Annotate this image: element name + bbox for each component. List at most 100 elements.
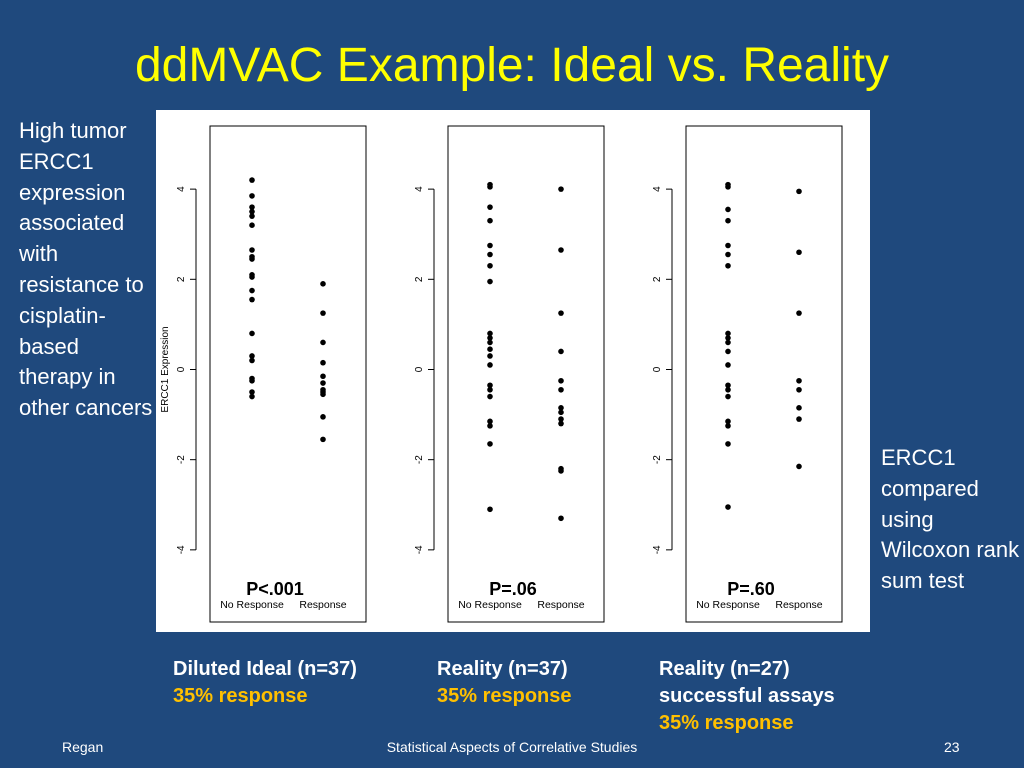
- caption-2: Reality (n=37) 35% response: [437, 656, 572, 710]
- y-tick-label: 2: [414, 276, 425, 282]
- data-point: [725, 242, 731, 249]
- y-tick-label: 0: [414, 366, 425, 372]
- footer-author: Regan: [62, 739, 104, 755]
- y-tick-label: -2: [176, 455, 187, 464]
- data-point: [320, 391, 326, 398]
- data-point: [558, 310, 564, 316]
- data-point: [249, 208, 255, 215]
- data-point: [487, 242, 493, 249]
- data-point: [796, 416, 802, 422]
- data-point: [249, 389, 255, 395]
- data-point: [487, 204, 493, 210]
- data-point: [249, 247, 255, 253]
- data-point: [320, 281, 326, 287]
- x-tick-label: Response: [537, 599, 584, 611]
- data-point: [725, 335, 731, 341]
- data-point: [558, 416, 564, 422]
- data-point: [725, 348, 731, 355]
- data-point: [487, 506, 493, 513]
- data-point: [796, 463, 802, 470]
- y-tick-label: -4: [414, 545, 425, 554]
- data-point: [487, 339, 493, 346]
- caption-3-subtitle: successful assays: [659, 685, 835, 707]
- data-point: [487, 393, 493, 400]
- data-point: [558, 377, 564, 384]
- y-tick-label: 2: [652, 276, 663, 282]
- p-value-label: P=.60: [727, 579, 775, 599]
- caption-2-title: Reality (n=37): [437, 658, 568, 680]
- y-tick-label: 4: [176, 186, 187, 192]
- data-point: [487, 278, 493, 285]
- data-point: [725, 418, 731, 425]
- data-point: [249, 213, 255, 219]
- data-point: [320, 339, 326, 346]
- data-point: [487, 362, 493, 368]
- data-point: [725, 262, 731, 269]
- y-tick-label: 2: [176, 276, 187, 282]
- data-point: [249, 204, 255, 210]
- x-tick-label: No Response: [696, 599, 760, 611]
- data-point: [725, 362, 731, 368]
- data-point: [558, 386, 564, 393]
- data-point: [249, 287, 255, 294]
- data-point: [249, 377, 255, 384]
- p-value-label: P=.06: [489, 579, 537, 599]
- left-note: High tumor ERCC1 expression associated w…: [19, 118, 153, 421]
- scatter-charts: -4 -2 0 2 4 ERCC1 Expression No Response Respon…: [160, 125, 843, 623]
- data-point: [725, 251, 731, 258]
- data-point: [796, 310, 802, 316]
- plot-frame-3: [685, 125, 843, 623]
- data-point: [487, 418, 493, 425]
- data-point: [487, 346, 493, 352]
- data-point: [249, 222, 255, 228]
- data-point: [249, 274, 255, 280]
- data-point: [725, 330, 731, 337]
- caption-3-response: 35% response: [659, 712, 794, 734]
- data-point: [249, 393, 255, 400]
- data-point: [487, 262, 493, 269]
- caption-1: Diluted Ideal (n=37) 35% response: [173, 656, 357, 710]
- data-point: [558, 515, 564, 522]
- y-tick-label: 0: [176, 366, 187, 372]
- data-point: [725, 423, 731, 429]
- data-point: [558, 186, 564, 192]
- y-tick-label: 4: [414, 186, 425, 192]
- data-point: [725, 386, 731, 393]
- plot-frame-2: [447, 125, 605, 623]
- caption-2-response: 35% response: [437, 685, 572, 707]
- data-point: [796, 405, 802, 411]
- data-point: [249, 353, 255, 359]
- data-point: [725, 504, 731, 510]
- data-point: [558, 468, 564, 474]
- data-point: [249, 296, 255, 303]
- data-point: [320, 373, 326, 380]
- data-point: [725, 393, 731, 400]
- data-point: [725, 206, 731, 213]
- data-point: [796, 188, 802, 195]
- data-point: [796, 249, 802, 256]
- data-point: [320, 436, 326, 443]
- data-point: [725, 382, 731, 389]
- y-tick-label: -4: [176, 545, 187, 554]
- data-point: [725, 339, 731, 346]
- data-point: [487, 184, 493, 190]
- data-point: [487, 423, 493, 429]
- x-tick-label: No Response: [458, 599, 522, 611]
- data-point: [725, 184, 731, 190]
- data-point: [487, 217, 493, 224]
- data-point: [558, 405, 564, 411]
- data-point: [249, 357, 255, 364]
- data-point: [487, 386, 493, 393]
- y-tick-label: -2: [414, 455, 425, 464]
- data-point: [249, 256, 255, 262]
- plot-frame-1: [209, 125, 367, 623]
- data-point: [725, 217, 731, 224]
- data-point: [796, 386, 802, 393]
- data-point: [558, 409, 564, 416]
- data-point: [487, 251, 493, 258]
- right-note: ERCC1 compared using Wilcoxon rank sum t…: [881, 445, 1020, 594]
- data-point: [725, 441, 731, 447]
- data-point: [249, 330, 255, 337]
- caption-1-title: Diluted Ideal (n=37): [173, 658, 357, 680]
- footer-title: Statistical Aspects of Correlative Studi…: [386, 739, 638, 755]
